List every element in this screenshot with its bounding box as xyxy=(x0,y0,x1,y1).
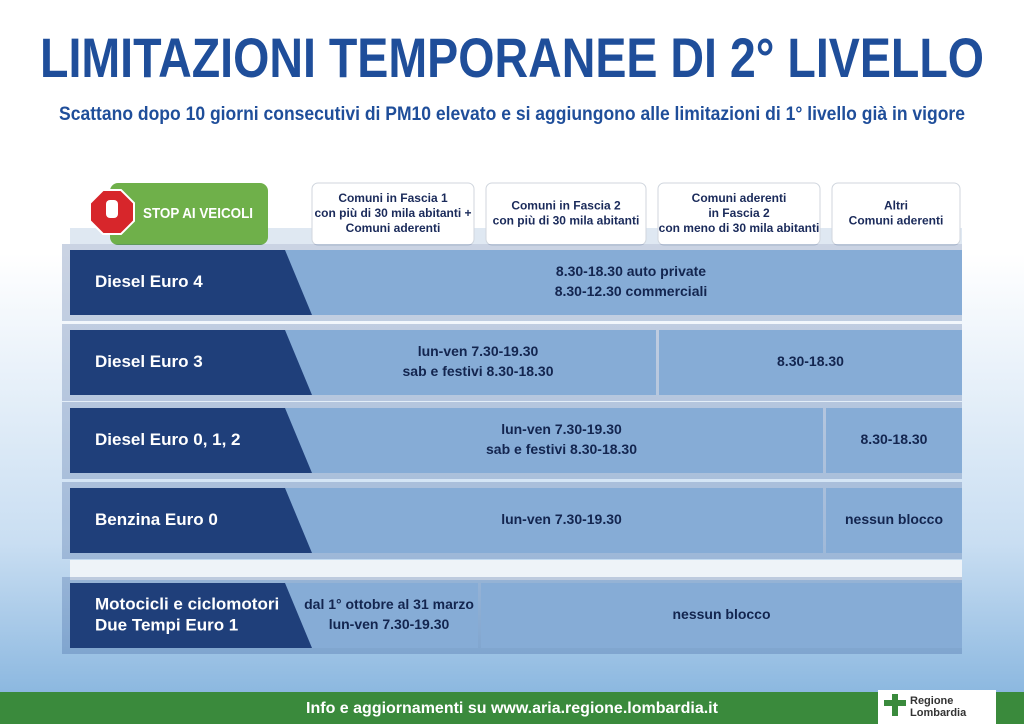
column-header xyxy=(485,182,647,246)
row-label: Diesel Euro 4 xyxy=(95,272,203,291)
row-label-box xyxy=(70,488,312,553)
column-header xyxy=(311,182,475,246)
row-label-box xyxy=(70,408,312,473)
cell-text: 8.30-18.30 xyxy=(861,431,928,447)
row-label: Motocicli e ciclomotori xyxy=(95,594,279,613)
cell xyxy=(285,250,962,315)
logo-text: Regione xyxy=(910,695,953,707)
column-header-text: con più di 30 mila abitanti + xyxy=(314,206,471,220)
cell-text: 8.30-18.30 xyxy=(777,353,844,369)
cell-text: dal 1° ottobre al 31 marzo xyxy=(304,596,474,612)
cell xyxy=(285,330,656,395)
column-header-text: Comuni aderenti xyxy=(346,221,441,235)
cell-text: lun-ven 7.30-19.30 xyxy=(329,616,450,632)
row-label: Diesel Euro 3 xyxy=(95,352,203,371)
cell-text: sab e festivi 8.30-18.30 xyxy=(486,441,637,457)
cell-text: 8.30-12.30 commerciali xyxy=(555,283,708,299)
cell xyxy=(285,408,823,473)
cell xyxy=(826,408,962,473)
title: LIMITAZIONI TEMPORANEE DI 2° LIVELLO xyxy=(40,26,984,89)
subtitle: Scattano dopo 10 giorni consecutivi di P… xyxy=(59,104,965,125)
row-label-box xyxy=(70,250,312,315)
stop-hand xyxy=(106,200,118,218)
column-header-text: con meno di 30 mila abitanti xyxy=(659,221,820,235)
cell-text: lun-ven 7.30-19.30 xyxy=(501,421,622,437)
cell-text: sab e festivi 8.30-18.30 xyxy=(403,363,554,379)
column-header-text: Comuni in Fascia 1 xyxy=(338,191,448,205)
logo-text: Lombardia xyxy=(910,707,967,719)
row-label: Due Tempi Euro 1 xyxy=(95,615,238,634)
row-label: Diesel Euro 0, 1, 2 xyxy=(95,430,241,449)
logo-icon xyxy=(884,694,906,716)
cell xyxy=(285,488,823,553)
column-header xyxy=(657,182,821,246)
stop-box xyxy=(110,183,268,245)
cell-text: nessun blocco xyxy=(845,511,943,527)
cell-text: lun-ven 7.30-19.30 xyxy=(418,343,539,359)
cell xyxy=(659,330,962,395)
row-separator xyxy=(70,560,962,580)
cell-text: nessun blocco xyxy=(672,606,770,622)
row-label: Benzina Euro 0 xyxy=(95,510,218,529)
column-header xyxy=(831,182,961,246)
column-header-text: Comuni aderenti xyxy=(692,191,787,205)
cell xyxy=(826,488,962,553)
column-header-text: Altri xyxy=(884,199,908,213)
footer-bar xyxy=(0,692,1024,724)
row-label-box xyxy=(70,583,312,648)
column-header-text: in Fascia 2 xyxy=(708,206,770,220)
column-header-text: Comuni in Fascia 2 xyxy=(511,199,621,213)
cell xyxy=(285,583,478,648)
stop-label: STOP AI VEICOLI xyxy=(143,205,253,222)
cell-text: 8.30-18.30 auto private xyxy=(556,263,706,279)
cell xyxy=(481,583,962,648)
footer-text: Info e aggiornamenti su www.aria.regione… xyxy=(306,700,719,717)
column-header-text: Comuni aderenti xyxy=(849,214,944,228)
row-label-box xyxy=(70,330,312,395)
cell-text: lun-ven 7.30-19.30 xyxy=(501,511,622,527)
column-header-text: con più di 30 mila abitanti xyxy=(493,214,640,228)
